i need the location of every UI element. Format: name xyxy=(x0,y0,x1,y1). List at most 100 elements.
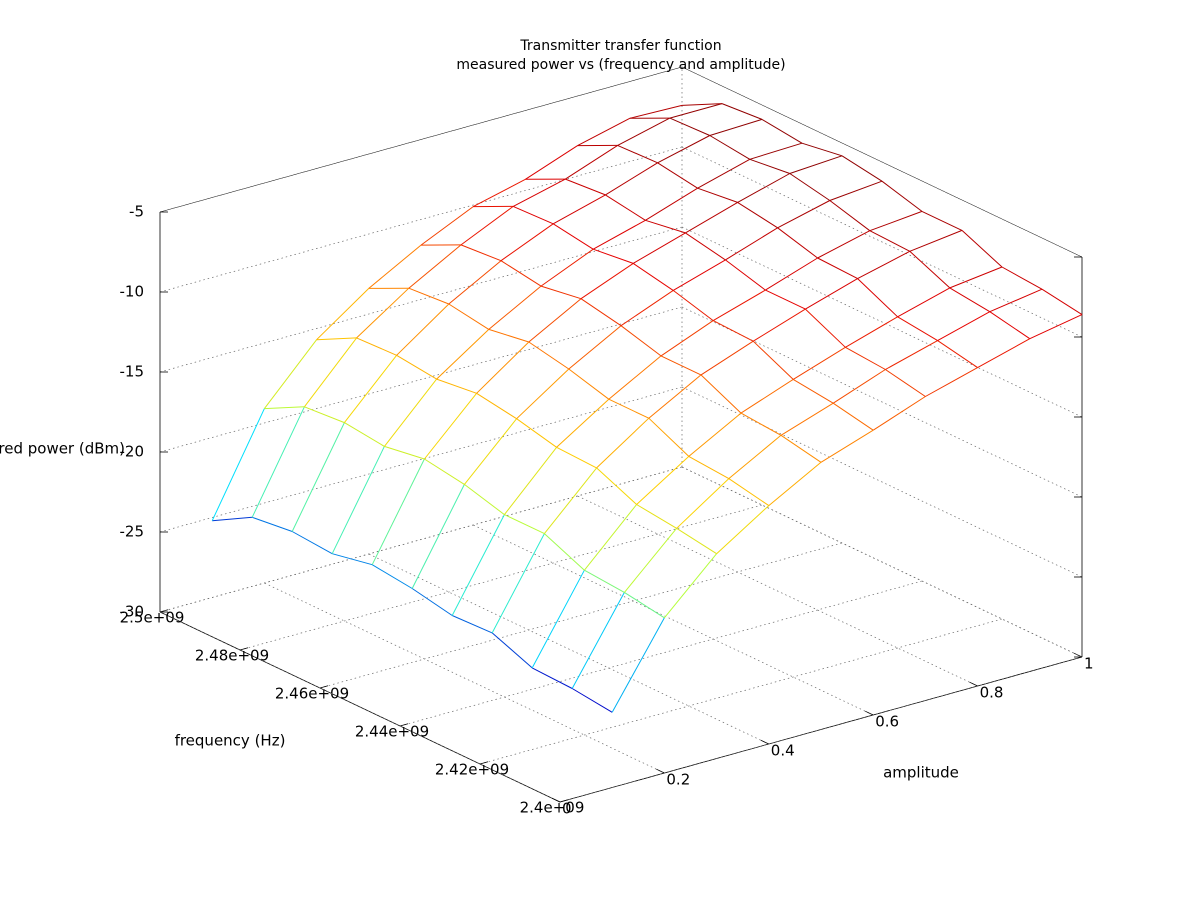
mesh-line xyxy=(620,325,662,357)
grid-line xyxy=(159,226,683,373)
x-tick-label: 2.48e+09 xyxy=(195,647,269,665)
z-axis-label: measured power (dBm) xyxy=(0,440,125,458)
mesh-line xyxy=(384,378,437,447)
mesh-line xyxy=(780,402,834,436)
mesh-line xyxy=(593,248,634,264)
mesh-line xyxy=(789,173,831,201)
mesh-line xyxy=(792,346,846,380)
mesh-line xyxy=(688,412,742,457)
mesh-line xyxy=(596,417,650,469)
mesh-line xyxy=(712,320,754,342)
mesh-line xyxy=(436,378,477,394)
tick-mark xyxy=(559,799,569,803)
mesh-line xyxy=(749,158,790,174)
y-tick-label: 0.6 xyxy=(875,713,899,731)
mesh-line xyxy=(568,368,610,400)
mesh-line xyxy=(571,688,613,713)
tick-mark xyxy=(969,681,978,687)
mesh-line xyxy=(304,406,345,424)
mesh-line xyxy=(829,200,871,232)
grid-line xyxy=(681,146,1083,338)
mesh-line xyxy=(371,458,425,565)
mesh-line xyxy=(452,615,493,634)
mesh-line xyxy=(531,667,573,689)
mesh-line xyxy=(531,569,585,669)
mesh-line xyxy=(411,484,465,589)
mesh-line xyxy=(420,206,474,246)
mesh-line xyxy=(629,104,683,119)
mesh-line xyxy=(568,325,622,370)
grid-line xyxy=(681,66,1083,258)
y-tick-label: 0 xyxy=(562,800,572,818)
mesh-line xyxy=(605,162,658,196)
mesh-line xyxy=(977,338,1031,369)
x-tick-label: 2.42e+09 xyxy=(435,761,509,779)
y-tick-label: 0.8 xyxy=(980,684,1004,702)
mesh-line xyxy=(211,408,265,521)
mesh-line xyxy=(448,303,490,330)
grid-line xyxy=(681,466,1083,658)
mesh-line xyxy=(672,259,726,291)
mesh-line xyxy=(512,178,566,207)
mesh-line xyxy=(780,434,822,463)
mesh-line xyxy=(371,564,413,589)
grid-line xyxy=(559,656,1083,803)
mesh-line xyxy=(685,232,726,261)
mesh-line xyxy=(660,355,702,376)
mesh-line xyxy=(709,118,763,136)
mesh-line xyxy=(685,201,738,234)
mesh-line xyxy=(251,406,305,518)
mesh-line xyxy=(672,290,714,321)
x-tick-label: 2.46e+09 xyxy=(275,685,349,703)
mesh-line xyxy=(700,340,754,376)
mesh-line xyxy=(460,244,502,262)
mesh-line xyxy=(565,144,618,180)
mesh-line xyxy=(765,289,806,310)
mesh-line xyxy=(792,378,834,404)
mesh-line xyxy=(424,458,465,485)
mesh-line xyxy=(909,229,963,252)
mesh-line xyxy=(737,173,791,203)
mesh-line xyxy=(356,287,410,339)
mesh-line xyxy=(921,210,963,231)
mesh-line xyxy=(565,178,606,196)
mesh-line xyxy=(304,337,357,408)
mesh-line xyxy=(316,288,370,341)
chart-title: Transmitter transfer function xyxy=(519,38,721,54)
mesh-line xyxy=(697,187,738,203)
mesh-line xyxy=(624,591,665,619)
mesh-line xyxy=(700,374,742,414)
mesh-line xyxy=(749,142,803,160)
mesh-line xyxy=(740,412,782,436)
mesh-line xyxy=(528,341,570,370)
tick-mark xyxy=(760,739,769,745)
tick-mark xyxy=(656,768,665,774)
mesh-line xyxy=(408,287,449,305)
mesh-line xyxy=(660,320,714,357)
mesh-line xyxy=(464,484,505,515)
mesh-line xyxy=(869,210,923,232)
mesh-line xyxy=(937,311,991,342)
mesh-line xyxy=(737,201,778,229)
z-tick-label: -20 xyxy=(120,443,145,461)
mesh-line xyxy=(396,354,437,380)
mesh-line xyxy=(761,118,803,144)
mesh-line xyxy=(540,285,582,300)
mesh-line xyxy=(1041,288,1083,316)
mesh-line xyxy=(716,505,770,555)
tick-mark xyxy=(551,797,561,803)
mesh-line xyxy=(608,398,650,419)
mesh-line xyxy=(768,461,822,506)
mesh-line xyxy=(356,337,397,356)
mesh-line xyxy=(669,103,723,119)
mesh-line xyxy=(556,446,597,469)
mesh-line xyxy=(845,346,886,370)
y-tick-label: 0.2 xyxy=(666,771,690,789)
tick-mark xyxy=(399,723,409,727)
mesh-line xyxy=(832,402,874,431)
mesh-line xyxy=(925,367,978,397)
grid-line xyxy=(159,466,683,613)
mesh-line xyxy=(676,478,730,529)
mesh-line xyxy=(765,257,818,291)
mesh-line xyxy=(408,244,462,289)
